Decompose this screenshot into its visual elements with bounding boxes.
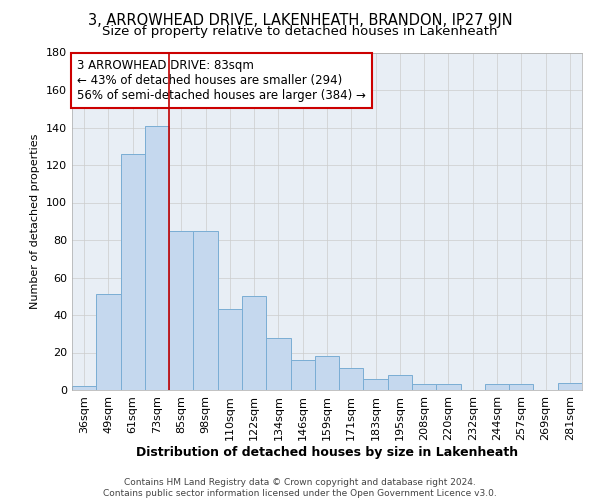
X-axis label: Distribution of detached houses by size in Lakenheath: Distribution of detached houses by size … — [136, 446, 518, 458]
Text: Contains HM Land Registry data © Crown copyright and database right 2024.
Contai: Contains HM Land Registry data © Crown c… — [103, 478, 497, 498]
Bar — [558, 382, 582, 390]
Bar — [96, 294, 121, 390]
Y-axis label: Number of detached properties: Number of detached properties — [31, 134, 40, 309]
Bar — [218, 310, 242, 390]
Bar — [388, 375, 412, 390]
Text: 3 ARROWHEAD DRIVE: 83sqm
← 43% of detached houses are smaller (294)
56% of semi-: 3 ARROWHEAD DRIVE: 83sqm ← 43% of detach… — [77, 59, 366, 102]
Bar — [290, 360, 315, 390]
Bar — [436, 384, 461, 390]
Bar — [121, 154, 145, 390]
Bar — [509, 384, 533, 390]
Text: 3, ARROWHEAD DRIVE, LAKENHEATH, BRANDON, IP27 9JN: 3, ARROWHEAD DRIVE, LAKENHEATH, BRANDON,… — [88, 12, 512, 28]
Text: Size of property relative to detached houses in Lakenheath: Size of property relative to detached ho… — [102, 25, 498, 38]
Bar — [193, 230, 218, 390]
Bar — [72, 386, 96, 390]
Bar — [266, 338, 290, 390]
Bar — [412, 384, 436, 390]
Bar — [169, 230, 193, 390]
Bar — [339, 368, 364, 390]
Bar — [315, 356, 339, 390]
Bar — [364, 379, 388, 390]
Bar — [485, 384, 509, 390]
Bar — [242, 296, 266, 390]
Bar — [145, 126, 169, 390]
